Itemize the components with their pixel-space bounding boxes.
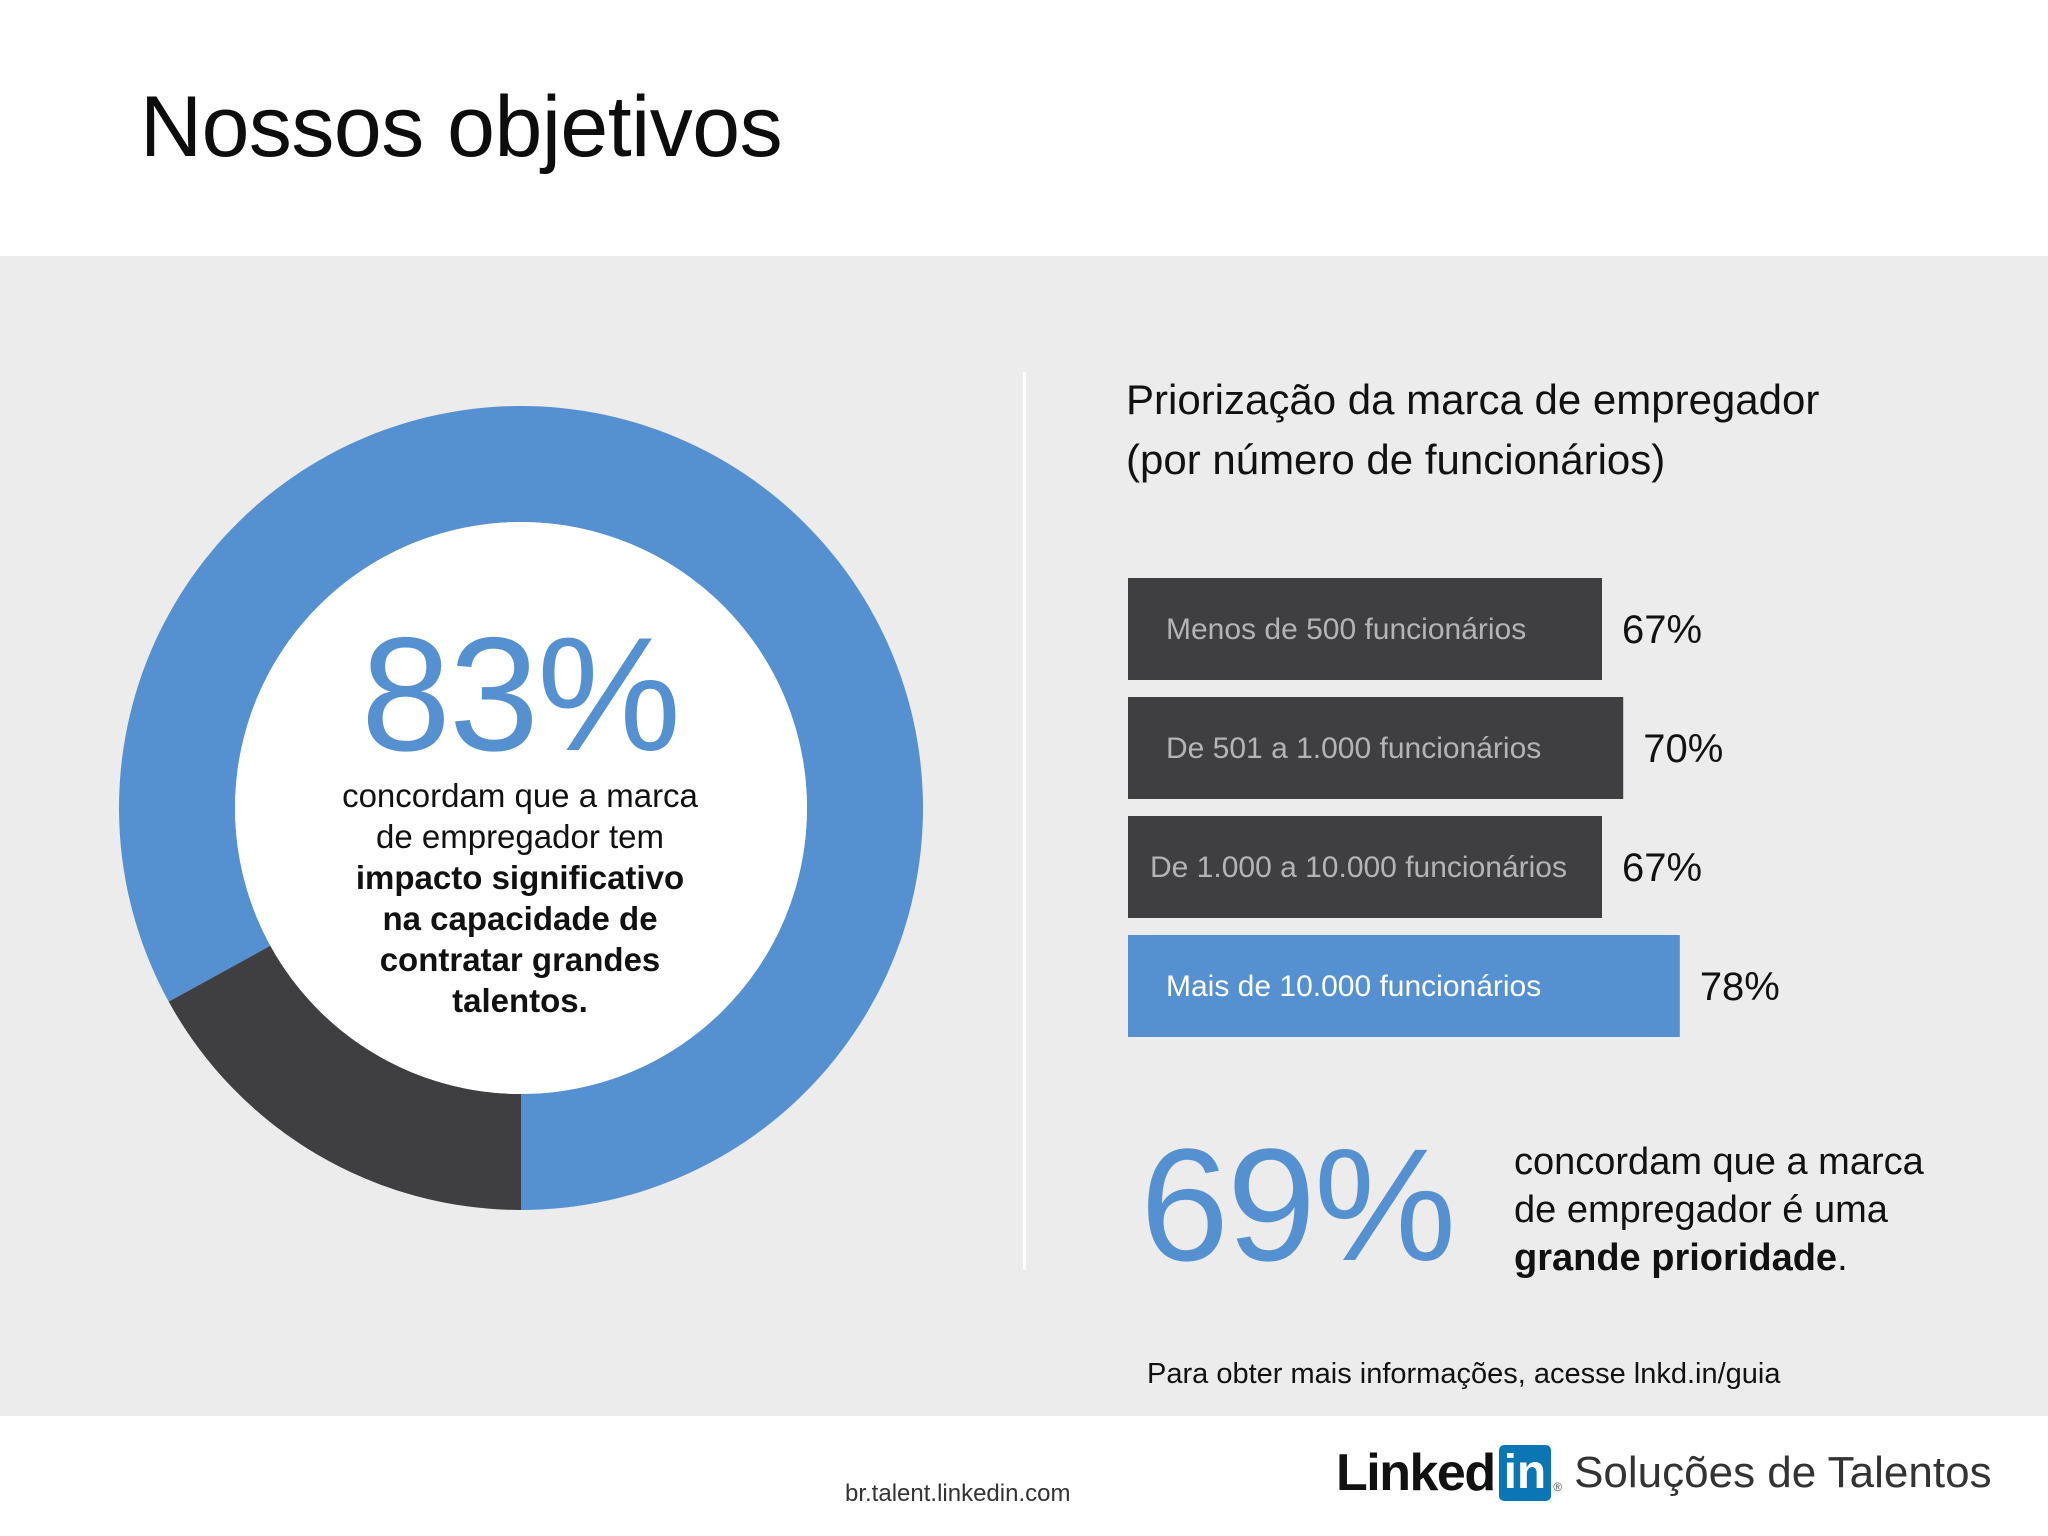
- bar-value-label: 70%: [1643, 727, 1723, 771]
- donut-center-text: 83% concordam que a marca de empregador …: [300, 604, 740, 1021]
- bar-category-label: De 501 a 1.000 funcionários: [1166, 732, 1541, 765]
- bar-value-label: 67%: [1622, 846, 1702, 890]
- donut-caption-bold-line: impacto significativo: [355, 859, 685, 896]
- linkedin-logo: Linked in ® Soluções de Talentos: [1336, 1438, 1992, 1508]
- stat-percent: 69%: [1140, 1115, 1456, 1294]
- donut-caption: concordam que a marca de empregador tem …: [300, 775, 740, 1021]
- donut-caption-bold-line: talentos.: [452, 982, 588, 1019]
- bar-chart-title: Priorização da marca de empregador (por …: [1126, 370, 1819, 490]
- donut-caption-line: concordam que a marca: [342, 777, 698, 814]
- stat-caption: concordam que a marca de empregador é um…: [1514, 1138, 1994, 1282]
- bar-chart-title-line: Priorização da marca de empregador: [1126, 376, 1820, 423]
- bar: [1128, 816, 1602, 918]
- stat-caption-end: .: [1837, 1237, 1848, 1279]
- donut-caption-bold-line: na capacidade de: [382, 900, 658, 937]
- more-info-text: Para obter mais informações, acesse lnkd…: [1147, 1358, 1781, 1390]
- bar-chart-subtitle-line: (por número de funcionários): [1126, 436, 1666, 483]
- page-title: Nossos objetivos: [140, 79, 783, 175]
- stat-caption-line: concordam que a marca: [1514, 1141, 1924, 1183]
- bar-value-label: 67%: [1622, 608, 1702, 652]
- bar-category-label: Mais de 10.000 funcionários: [1166, 970, 1541, 1003]
- footer-url: br.talent.linkedin.com: [845, 1480, 1071, 1507]
- donut-caption-bold-line: contratar grandes: [379, 941, 661, 978]
- donut-percent: 83%: [360, 604, 681, 785]
- bar: [1128, 935, 1680, 1037]
- bar: [1128, 697, 1624, 799]
- logo-wordmark: Linked: [1336, 1444, 1496, 1502]
- stat-caption-line: de empregador é uma: [1514, 1189, 1888, 1231]
- donut-caption-line: de empregador tem: [376, 818, 664, 855]
- logo-product-name: Soluções de Talentos: [1574, 1448, 1992, 1497]
- bar: [1128, 578, 1602, 680]
- bar-category-label: De 1.000 a 10.000 funcionários: [1150, 851, 1567, 884]
- bar-category-label: Menos de 500 funcionários: [1166, 613, 1526, 646]
- vertical-divider: [1023, 372, 1026, 1270]
- bar-value-label: 78%: [1700, 965, 1780, 1009]
- stat-caption-bold: grande prioridade: [1514, 1237, 1838, 1279]
- logo-in-badge: in: [1498, 1445, 1552, 1501]
- logo-registered-mark: ®: [1553, 1480, 1563, 1494]
